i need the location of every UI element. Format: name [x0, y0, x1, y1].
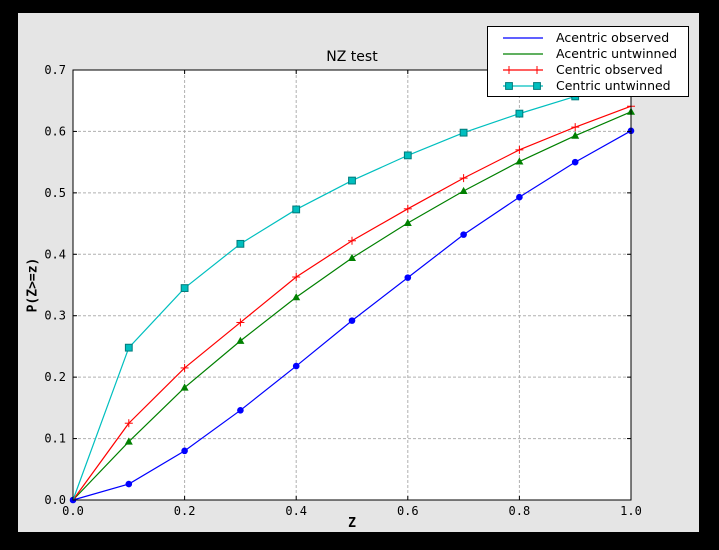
legend: Acentric observed Acentric untwinned Cen… — [487, 26, 689, 97]
legend-item-acentric-observed: Acentric observed — [500, 30, 688, 46]
x-tick-label: 0.6 — [397, 504, 419, 518]
x-tick-label: 0.8 — [509, 504, 531, 518]
y-axis-label: P(Z>=z) — [25, 257, 41, 313]
legend-line-sample-icon — [503, 81, 543, 90]
x-tick-label: 0.2 — [174, 504, 196, 518]
legend-line-sample-icon — [503, 52, 543, 55]
legend-label: Centric untwinned — [556, 78, 671, 93]
axes-frame — [72, 69, 632, 501]
y-tick-label: 0.1 — [44, 432, 66, 446]
x-axis-label: Z — [348, 516, 356, 531]
tick-labels: 0.0 0.2 0.4 0.6 0.8 1.0 0.0 0.1 0.2 0.3 0.4 0.5 0.6 0… — [44, 63, 642, 518]
legend-label: Acentric untwinned — [556, 46, 678, 61]
legend-item-acentric-untwinned: Acentric untwinned — [500, 46, 688, 62]
legend-label: Acentric observed — [556, 30, 670, 45]
y-tick-label: 0.2 — [44, 370, 66, 384]
series-acentric-observed — [69, 127, 635, 504]
legend-item-centric-observed: Centric observed — [500, 62, 688, 78]
plot-background — [73, 70, 631, 500]
y-tick-label: 0.3 — [44, 309, 66, 323]
y-tick-label: 0.7 — [44, 63, 66, 77]
matplotlib-figure: 0.0 0.2 0.4 0.6 0.8 1.0 0.0 0.1 0.2 0.3 0.4 0.5 0.6 0… — [18, 13, 699, 532]
gridlines — [73, 70, 631, 500]
x-tick-label: 0.4 — [285, 504, 307, 518]
x-tick-label: 0.0 — [62, 504, 84, 518]
y-tick-label: 0.6 — [44, 124, 66, 138]
y-tick-label: 0.0 — [44, 493, 66, 507]
y-tick-label: 0.4 — [44, 247, 66, 261]
series-acentric-untwinned — [72, 107, 635, 501]
x-tick-label: 1.0 — [620, 504, 642, 518]
legend-label: Centric observed — [556, 62, 663, 77]
legend-item-centric-untwinned: Centric untwinned — [500, 78, 688, 94]
legend-line-sample-icon — [503, 65, 543, 74]
plot-area: 0.0 0.2 0.4 0.6 0.8 1.0 0.0 0.1 0.2 0.3 0.4 0.5 0.6 0… — [44, 63, 642, 518]
chart-title: NZ test — [326, 49, 378, 65]
legend-line-sample-icon — [503, 36, 543, 39]
y-tick-label: 0.5 — [44, 186, 66, 200]
